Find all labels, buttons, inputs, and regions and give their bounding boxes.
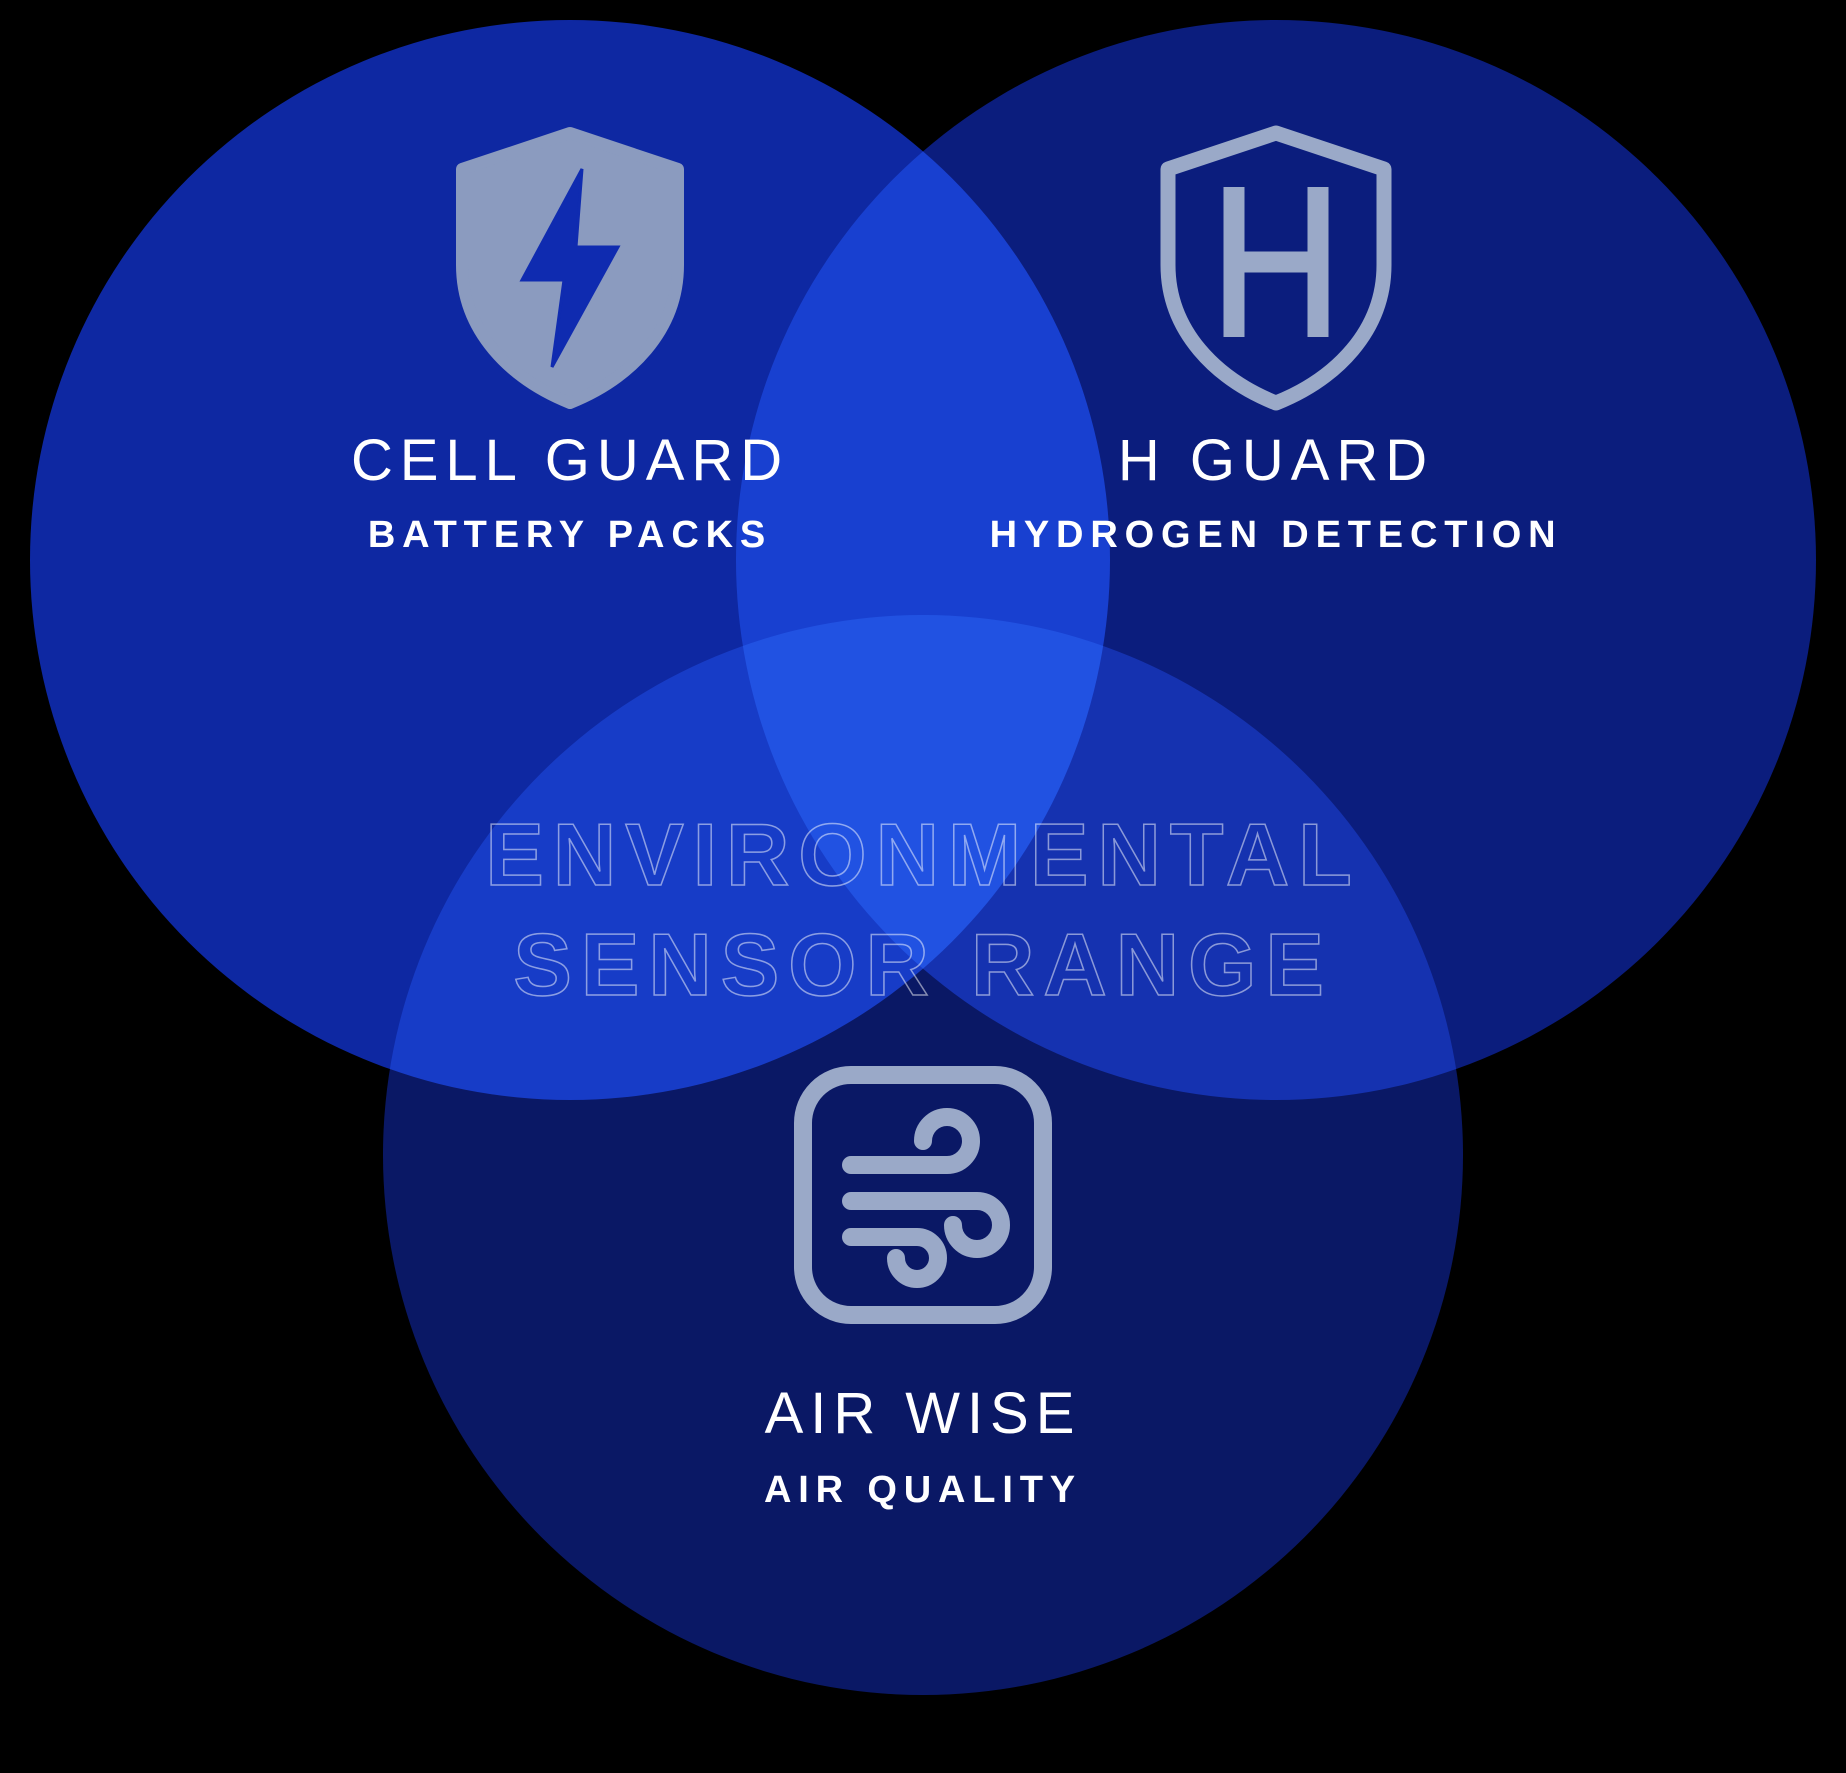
cell-guard-subtitle: BATTERY PACKS [368, 514, 772, 557]
venn-diagram: CELL GUARD BATTERY PACKS H GUARD HYDROGE… [0, 0, 1846, 1773]
shield-h-icon [1126, 115, 1426, 415]
air-wise-subtitle: AIR QUALITY [764, 1469, 1082, 1512]
shield-bolt-icon [420, 115, 720, 415]
h-guard-subtitle: HYDROGEN DETECTION [990, 514, 1563, 557]
wind-square-icon [773, 1045, 1073, 1345]
cell-guard-title: CELL GUARD [351, 427, 789, 494]
h-guard-title: H GUARD [1118, 427, 1434, 494]
air-wise-content: AIR WISE AIR QUALITY [383, 615, 1463, 1695]
air-wise-title: AIR WISE [765, 1380, 1082, 1447]
